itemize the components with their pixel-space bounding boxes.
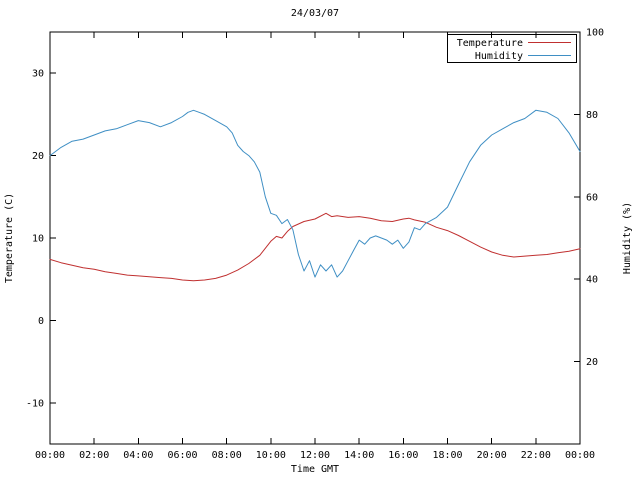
right-y-tick-label: 60 <box>586 192 598 203</box>
x-tick-label: 14:00 <box>344 450 374 461</box>
x-axis-label: Time GMT <box>291 464 339 475</box>
x-tick-label: 02:00 <box>79 450 109 461</box>
chart-title: 24/03/07 <box>291 8 339 19</box>
right-y-tick-label: 20 <box>586 357 598 368</box>
left-y-tick-label: 0 <box>38 316 44 327</box>
left-y-tick-label: 30 <box>32 69 44 80</box>
series-line-humidity <box>49 109 581 278</box>
left-y-tick-label: 10 <box>32 234 44 245</box>
x-tick-label: 20:00 <box>477 450 507 461</box>
legend-label-humidity: Humidity <box>475 51 523 62</box>
left-y-tick-label: 20 <box>32 151 44 162</box>
x-tick-label: 00:00 <box>565 450 595 461</box>
x-tick-label: 22:00 <box>521 450 551 461</box>
x-tick-label: 06:00 <box>167 450 197 461</box>
right-y-tick-label: 40 <box>586 275 598 286</box>
right-y-tick-label: 80 <box>586 110 598 121</box>
x-tick-label: 18:00 <box>432 450 462 461</box>
axis-tick-labels: 00:00 02:00 04:00 06:00 08:00 10:00 12:00 14:00… <box>26 28 604 462</box>
left-axis-label: Temperature (C) <box>4 193 15 283</box>
legend-box <box>447 34 577 63</box>
left-y-tick-label: -10 <box>26 398 44 409</box>
x-tick-label: 04:00 <box>123 450 153 461</box>
legend: Temperature Humidity <box>447 34 577 63</box>
x-tick-label: 12:00 <box>300 450 330 461</box>
x-tick-label: 08:00 <box>212 450 242 461</box>
x-tick-label: 16:00 <box>388 450 418 461</box>
x-tick-label: 10:00 <box>256 450 286 461</box>
right-axis-label: Humidity (%) <box>622 202 633 274</box>
data-series <box>49 109 581 282</box>
legend-label-temperature: Temperature <box>457 38 523 49</box>
x-tick-label: 00:00 <box>35 450 65 461</box>
right-y-tick-label: 100 <box>586 28 604 39</box>
series-line-temperature <box>49 212 581 282</box>
